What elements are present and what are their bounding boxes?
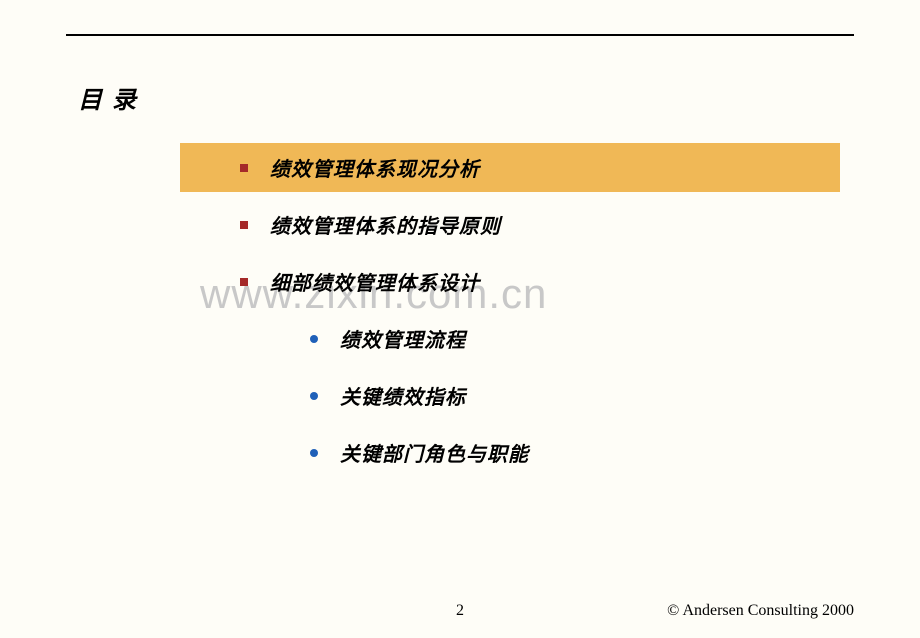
page-title: 目 录 [78,80,138,115]
toc-item-label: 关键部门角色与职能 [340,438,529,467]
toc-item-label: 绩效管理体系现况分析 [270,153,480,182]
toc-item-label: 细部绩效管理体系设计 [270,267,480,296]
toc-list: 绩效管理体系现况分析 绩效管理体系的指导原则 细部绩效管理体系设计 绩效管理流程… [180,143,840,477]
bullet-square-icon [240,278,248,286]
toc-item-label: 关键绩效指标 [340,381,466,410]
toc-item-3: 细部绩效管理体系设计 [180,257,840,306]
top-divider [66,34,854,36]
copyright-text: © Andersen Consulting 2000 [667,602,854,620]
toc-item-2: 绩效管理体系的指导原则 [180,200,840,249]
toc-item-label: 绩效管理体系的指导原则 [270,210,501,239]
toc-subitem-3: 关键部门角色与职能 [180,428,840,477]
bullet-circle-icon [310,392,318,400]
toc-item-1: 绩效管理体系现况分析 [180,143,840,192]
bullet-circle-icon [310,335,318,343]
bullet-square-icon [240,221,248,229]
toc-subitem-1: 绩效管理流程 [180,314,840,363]
slide-container: 目 录 www.zixin.com.cn 绩效管理体系现况分析 绩效管理体系的指… [0,0,920,638]
bullet-circle-icon [310,449,318,457]
page-number: 2 [456,602,464,620]
toc-item-label: 绩效管理流程 [340,324,466,353]
toc-subitem-2: 关键绩效指标 [180,371,840,420]
bullet-square-icon [240,164,248,172]
